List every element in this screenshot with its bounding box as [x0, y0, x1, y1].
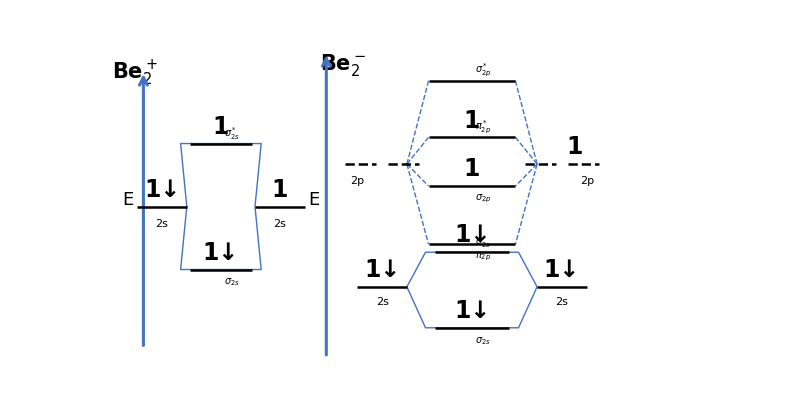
Text: 2p: 2p [580, 176, 594, 186]
Text: E: E [122, 191, 134, 209]
Text: 1↓: 1↓ [203, 241, 239, 265]
Text: $\sigma^*_{2s}$: $\sigma^*_{2s}$ [224, 125, 240, 142]
Text: 1↓: 1↓ [544, 258, 580, 282]
Text: $\sigma_{2s}$: $\sigma_{2s}$ [224, 276, 240, 288]
Text: $\sigma_{2p}$: $\sigma_{2p}$ [475, 193, 491, 205]
Text: $\sigma_{2s}$: $\sigma_{2s}$ [475, 335, 491, 347]
Text: 1: 1 [272, 178, 288, 202]
Text: 1↓: 1↓ [144, 178, 180, 202]
Text: 2s: 2s [155, 218, 169, 229]
Text: 2s: 2s [274, 218, 286, 229]
Text: E: E [308, 191, 319, 209]
Text: $\sigma^*_{2s}$: $\sigma^*_{2s}$ [475, 233, 491, 249]
Text: 1↓: 1↓ [454, 299, 490, 323]
Text: 1: 1 [213, 115, 229, 139]
Text: 1: 1 [464, 108, 480, 133]
Text: 2s: 2s [555, 297, 568, 307]
Text: 2s: 2s [376, 297, 389, 307]
Text: Be$_2^-$: Be$_2^-$ [320, 52, 366, 78]
Text: $\sigma^*_{2p}$: $\sigma^*_{2p}$ [475, 62, 491, 79]
Text: $\pi^*_{2p}$: $\pi^*_{2p}$ [475, 118, 491, 136]
Text: $\pi_{2p}$: $\pi_{2p}$ [475, 251, 491, 263]
Text: 2p: 2p [350, 176, 364, 186]
Text: 1↓: 1↓ [364, 258, 400, 282]
Text: 1: 1 [566, 135, 582, 159]
Text: Be$_2^+$: Be$_2^+$ [112, 58, 158, 88]
Text: 1: 1 [464, 157, 480, 181]
Text: 1↓: 1↓ [454, 223, 490, 247]
